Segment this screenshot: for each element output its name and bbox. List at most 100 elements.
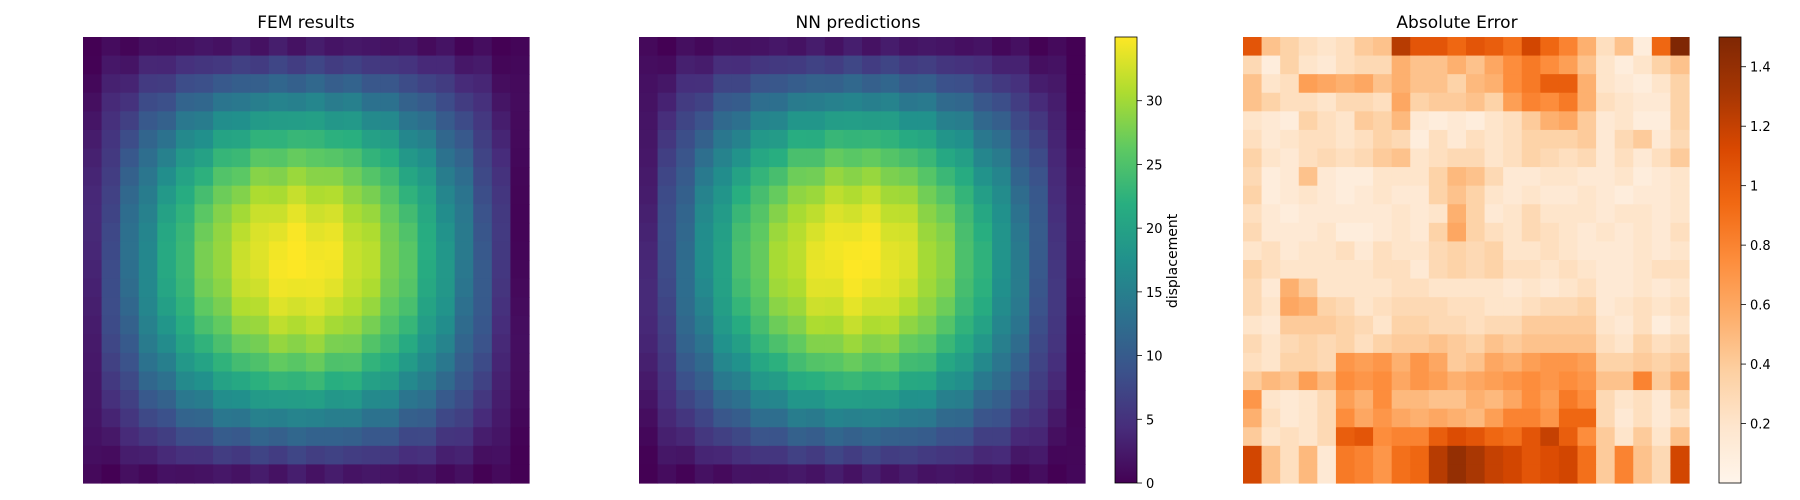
error-cell: [1484, 408, 1504, 428]
heatmap-cell: [194, 352, 214, 373]
heatmap-cell: [194, 37, 214, 57]
error-cell: [1428, 74, 1449, 94]
heatmap-cell: [973, 111, 993, 131]
nn-heatmap: [639, 37, 1086, 484]
heatmap-cell: [194, 111, 214, 131]
heatmap-cell: [250, 445, 270, 466]
error-cell: [1670, 204, 1690, 224]
error-cell: [1466, 408, 1486, 428]
error-cell: [1466, 55, 1486, 75]
heatmap-cell: [306, 334, 326, 354]
heatmap-cell: [973, 334, 993, 354]
heatmap-cell: [436, 241, 456, 261]
heatmap-cell: [1047, 148, 1068, 168]
heatmap-cell: [824, 390, 845, 410]
heatmap-cell: [787, 352, 807, 373]
error-cell: [1280, 352, 1300, 373]
heatmap-cell: [731, 55, 752, 75]
error-cell: [1670, 129, 1690, 150]
heatmap-cell: [343, 315, 363, 335]
heatmap-cell: [83, 390, 103, 410]
heatmap-cell: [287, 148, 307, 168]
error-cell: [1558, 427, 1579, 447]
heatmap-cell: [491, 167, 512, 187]
error-cell: [1670, 371, 1690, 391]
error-cell: [1558, 464, 1579, 484]
heatmap-cell: [657, 334, 677, 354]
error-cell: [1577, 371, 1597, 391]
heatmap-cell: [750, 297, 770, 317]
error-cell: [1335, 167, 1356, 187]
heatmap-cell: [380, 241, 400, 261]
heatmap-cell: [120, 111, 140, 131]
heatmap-cell: [306, 352, 326, 373]
heatmap-cell: [731, 222, 752, 243]
error-cell: [1651, 37, 1672, 57]
heatmap-cell: [824, 222, 845, 243]
error-cell: [1633, 315, 1653, 335]
heatmap-cell: [824, 185, 845, 205]
error-cell: [1577, 408, 1597, 428]
heatmap-cell: [843, 204, 863, 224]
error-cell: [1521, 241, 1541, 261]
heatmap-cell: [1047, 185, 1068, 205]
colorbar-tick-label: 0.8: [1750, 239, 1771, 254]
heatmap-cell: [213, 278, 233, 298]
heatmap-cell: [1029, 464, 1049, 484]
heatmap-cell: [787, 222, 807, 243]
heatmap-cell: [306, 55, 326, 75]
heatmap-cell: [120, 334, 140, 354]
heatmap-cell: [1047, 315, 1068, 335]
error-cell: [1317, 371, 1337, 391]
heatmap-cell: [213, 390, 233, 410]
error-cell: [1466, 167, 1486, 187]
heatmap-cell: [713, 37, 733, 57]
error-cell: [1317, 334, 1337, 354]
error-cell: [1373, 185, 1393, 205]
error-cell: [1373, 222, 1393, 243]
heatmap-cell: [306, 464, 326, 484]
heatmap-cell: [694, 352, 714, 373]
error-cell: [1540, 204, 1560, 224]
error-cell: [1298, 185, 1318, 205]
heatmap-cell: [806, 464, 826, 484]
heatmap-cell: [899, 371, 919, 391]
heatmap-cell: [936, 148, 956, 168]
heatmap-cell: [417, 148, 437, 168]
error-cell: [1335, 55, 1356, 75]
error-cell: [1466, 278, 1486, 298]
heatmap-cell: [917, 278, 937, 298]
heatmap-cell: [454, 427, 474, 447]
heatmap-cell: [750, 241, 770, 261]
error-cell: [1261, 204, 1281, 224]
heatmap-cell: [694, 260, 714, 280]
heatmap-cell: [436, 167, 456, 187]
error-cell: [1373, 37, 1393, 57]
error-cell: [1428, 148, 1449, 168]
error-cell: [1243, 408, 1263, 428]
heatmap-cell: [843, 74, 863, 94]
error-cell: [1373, 92, 1393, 112]
heatmap-cell: [175, 111, 196, 131]
heatmap-cell: [343, 111, 363, 131]
heatmap-cell: [676, 427, 696, 447]
heatmap-cell: [787, 74, 807, 94]
heatmap-cell: [268, 74, 289, 94]
heatmap-cell: [843, 427, 863, 447]
error-cell: [1633, 148, 1653, 168]
heatmap-cell: [750, 427, 770, 447]
heatmap-cell: [676, 464, 696, 484]
heatmap-cell: [268, 204, 289, 224]
heatmap-cell: [862, 260, 882, 280]
heatmap-cell: [992, 408, 1012, 428]
heatmap-cell: [862, 241, 882, 261]
heatmap-cell: [231, 74, 251, 94]
heatmap-cell: [731, 74, 752, 94]
heatmap-cell: [713, 427, 733, 447]
heatmap-cell: [231, 167, 251, 187]
heatmap-cell: [787, 260, 807, 280]
heatmap-cell: [417, 92, 437, 112]
heatmap-cell: [676, 204, 696, 224]
error-cell: [1428, 315, 1449, 335]
error-cell: [1317, 297, 1337, 317]
